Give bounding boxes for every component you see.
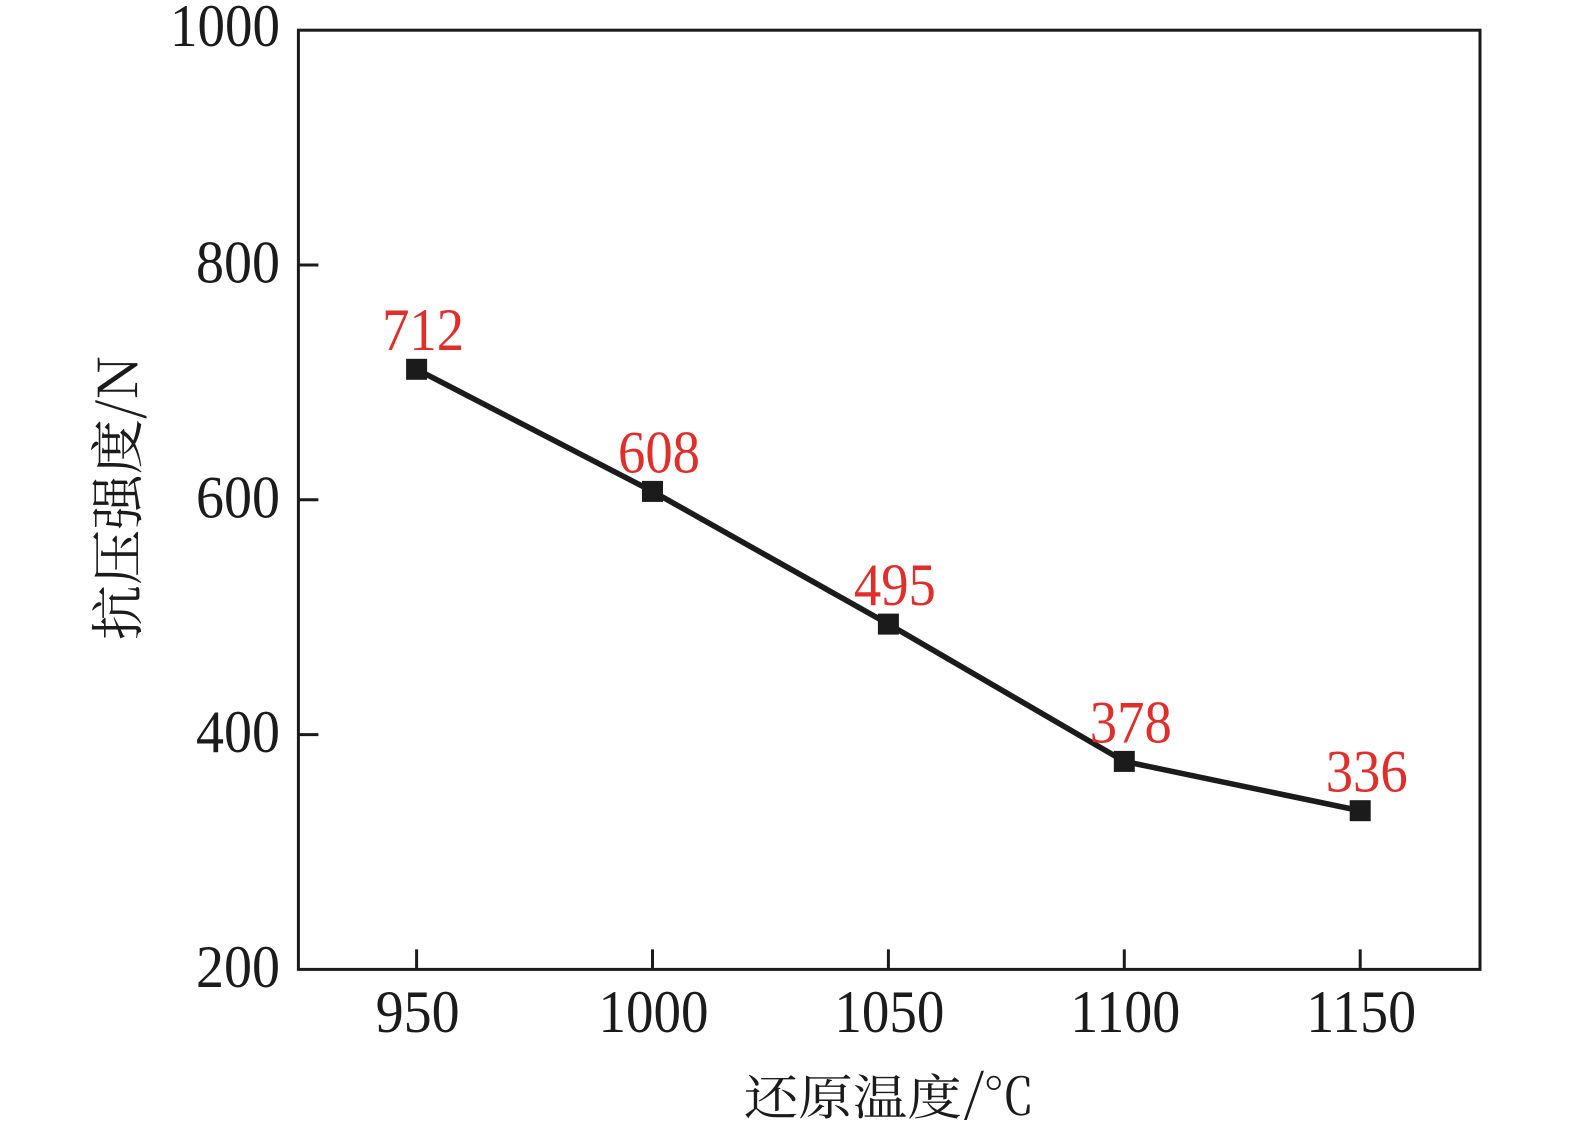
svg-text:608: 608 <box>618 419 700 485</box>
svg-text:200: 200 <box>196 934 280 1000</box>
svg-text:378: 378 <box>1090 689 1172 755</box>
svg-text:1000: 1000 <box>170 0 280 59</box>
svg-text:712: 712 <box>382 297 464 363</box>
svg-text:336: 336 <box>1326 739 1408 805</box>
svg-text:400: 400 <box>196 699 280 765</box>
svg-text:600: 600 <box>196 464 280 530</box>
svg-text:1100: 1100 <box>1070 979 1180 1045</box>
svg-text:800: 800 <box>196 230 280 296</box>
svg-text:1150: 1150 <box>1306 979 1416 1045</box>
svg-text:1000: 1000 <box>599 979 709 1045</box>
svg-text:495: 495 <box>854 552 936 618</box>
svg-text:1050: 1050 <box>834 979 944 1045</box>
svg-text:950: 950 <box>376 979 460 1045</box>
